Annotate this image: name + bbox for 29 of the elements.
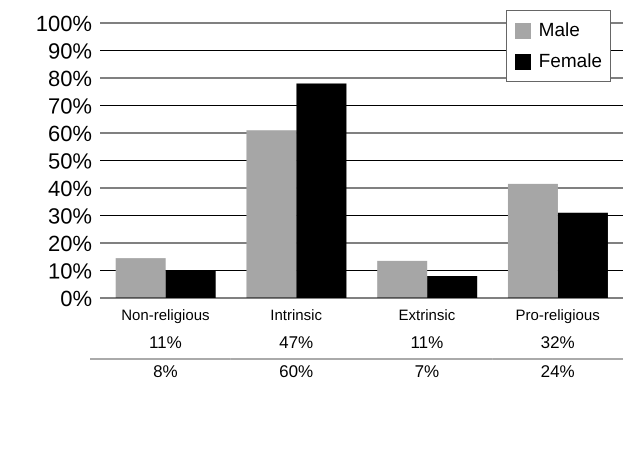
text: 24% — [540, 362, 575, 381]
text: 11% — [148, 333, 182, 352]
y-tick-label: 70% — [48, 93, 92, 118]
text: 32% — [540, 333, 575, 352]
x-tick-label: Pro-religious — [516, 307, 600, 324]
x-tick-label: Intrinsic — [270, 307, 322, 324]
bar — [508, 184, 558, 298]
bar — [246, 130, 296, 298]
y-tick-label: 50% — [48, 148, 92, 174]
y-tick-label: 30% — [48, 203, 92, 228]
bar — [377, 260, 428, 298]
text: 8% — [153, 362, 178, 381]
y-tick-label: 20% — [48, 230, 92, 256]
text: 11% — [410, 333, 444, 352]
text: 7% — [414, 362, 440, 381]
y-tick-label: 10% — [48, 258, 92, 284]
bar — [116, 258, 166, 298]
y-tick-label: 60% — [48, 120, 92, 146]
x-tick-label: Extrinsic — [398, 307, 456, 324]
y-tick-label: 80% — [48, 66, 92, 91]
legend-label: Female — [538, 50, 602, 74]
y-tick-label: 90% — [48, 38, 92, 64]
y-tick-label: 0% — [60, 286, 92, 311]
y-tick-label: 40% — [48, 176, 92, 201]
text: 60% — [279, 362, 314, 381]
text: 47% — [279, 333, 314, 352]
x-tick-label: Non-religious — [121, 307, 210, 324]
y-tick-label: 100% — [36, 10, 92, 36]
legend-label: Male — [538, 19, 580, 43]
